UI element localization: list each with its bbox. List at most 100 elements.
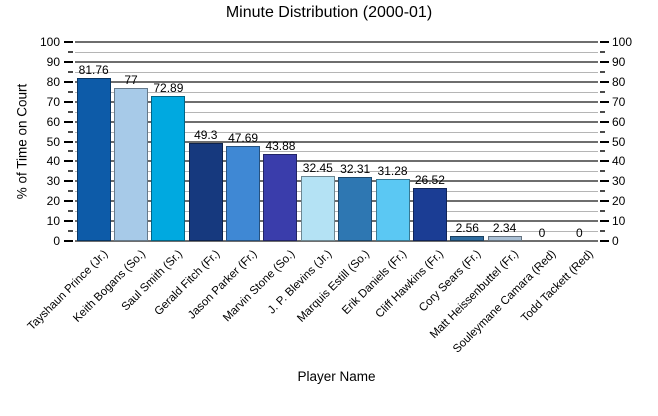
y-tick-left (64, 140, 73, 143)
y-tick-left (64, 220, 73, 223)
y-tick-label-left: 60 (46, 114, 60, 129)
y-tick-left (64, 41, 73, 43)
bar-value-label: 2.34 (492, 221, 517, 235)
y-tick-right (600, 60, 609, 63)
y-tick-right (600, 80, 609, 83)
bar (338, 177, 373, 241)
x-category-label: Gerald Fitch (Fr.) (152, 248, 223, 318)
y-tick-left (68, 230, 73, 233)
bar (450, 236, 485, 241)
y-tick-right (600, 150, 605, 153)
y-tick-left (64, 100, 73, 103)
y-tick-label-left: 50 (46, 134, 60, 149)
bar (375, 179, 410, 241)
y-tick-right (600, 190, 605, 193)
x-category-label: Marquis Estill (So.) (294, 248, 372, 325)
y-tick-left (64, 180, 73, 183)
bar-value-label: 77 (124, 73, 138, 87)
gridline (75, 231, 598, 233)
y-tick-left (64, 120, 73, 123)
gridline (75, 60, 598, 63)
y-tick-right (600, 180, 609, 183)
chart-title: Minute Distribution (2000-01) (225, 4, 433, 21)
y-tick-right (600, 220, 609, 223)
gridline (75, 51, 598, 53)
bar-value-label: 0 (538, 226, 546, 240)
y-tick-left (68, 90, 73, 93)
gridline (75, 111, 598, 113)
y-tick-right (600, 240, 609, 242)
y-tick-right (600, 90, 605, 93)
y-tick-left (68, 130, 73, 133)
y-tick-left (68, 150, 73, 153)
y-tick-right (600, 160, 609, 163)
y-tick-right (600, 120, 609, 123)
y-tick-left (68, 170, 73, 173)
y-tick-right (600, 50, 605, 53)
y-tick-left (68, 50, 73, 53)
gridline (75, 240, 598, 242)
bar-value-label: 32.45 (302, 161, 333, 175)
y-tick-right (600, 200, 609, 203)
x-category-label: Jason Parker (Fr.) (186, 248, 260, 322)
x-category-label: Erik Daniels (Fr.) (340, 248, 410, 318)
y-tick-label-left: 100 (39, 35, 60, 49)
y-tick-right (600, 130, 605, 133)
y-tick-right (600, 70, 605, 73)
y-tick-left (64, 160, 73, 163)
y-tick-label-right: 10 (612, 214, 626, 229)
bar-value-label: 26.52 (414, 173, 445, 187)
gridline (75, 220, 598, 223)
gridline (75, 160, 598, 163)
gridline (75, 211, 598, 213)
x-category-label: J. P. Blevins (Jr.) (265, 248, 335, 317)
bar-value-label: 47.69 (228, 131, 259, 145)
y-tick-label-left: 10 (46, 214, 60, 229)
gridline (75, 80, 598, 83)
y-tick-right (600, 110, 605, 113)
y-tick-right (600, 100, 609, 103)
bar (412, 188, 447, 241)
y-tick-left (64, 240, 73, 242)
y-tick-label-right: 100 (612, 35, 633, 49)
y-tick-right (600, 140, 609, 143)
bar (151, 96, 186, 241)
y-tick-left (68, 70, 73, 73)
y-tick-label-left: 0 (53, 234, 60, 248)
y-tick-right (600, 170, 605, 173)
y-tick-label-right: 90 (612, 54, 626, 69)
bar (188, 143, 223, 241)
y-tick-label-left: 80 (46, 74, 60, 89)
bar-value-label: 2.56 (455, 221, 479, 235)
y-tick-label-left: 40 (46, 154, 60, 169)
gridline (75, 41, 598, 43)
x-category-label: Keith Bogans (So.) (70, 248, 148, 325)
y-tick-left (64, 200, 73, 203)
y-tick-label-left: 30 (46, 174, 60, 189)
y-tick-label-right: 40 (612, 154, 626, 169)
bar (263, 154, 298, 241)
bar-value-label: 49.3 (194, 128, 218, 142)
y-tick-label-left: 20 (46, 194, 60, 209)
y-tick-label-left: 90 (46, 54, 60, 69)
bar-value-label: 0 (575, 226, 583, 240)
y-tick-label-right: 70 (612, 94, 626, 109)
gridline (75, 180, 598, 183)
gridline (75, 151, 598, 153)
gridline (75, 171, 598, 173)
x-category-label: Todd Tackett (Red) (519, 248, 596, 325)
gridline (75, 71, 598, 73)
bar-value-label: 72.89 (153, 81, 184, 95)
gridline (75, 140, 598, 143)
y-tick-left (68, 190, 73, 193)
x-category-label: Marvin Stone (So.) (220, 248, 297, 325)
x-axis-title: Player Name (297, 369, 376, 384)
gridline (75, 131, 598, 133)
y-tick-label-right: 0 (612, 234, 619, 248)
gridline (75, 100, 598, 103)
x-category-label: Cliff Hawkins (Fr.) (373, 248, 447, 321)
bar-value-label: 81.76 (78, 63, 109, 77)
bar-value-label: 31.28 (377, 164, 408, 178)
gridline (75, 91, 598, 93)
